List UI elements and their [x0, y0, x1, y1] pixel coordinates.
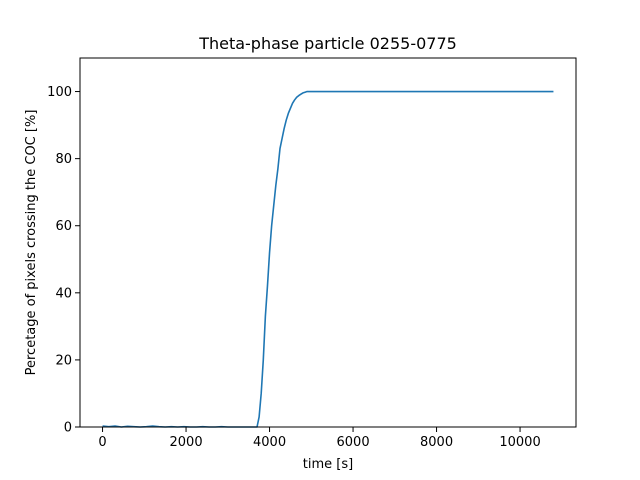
- x-tick-label: 2000: [170, 435, 203, 450]
- y-axis-label: Percetage of pixels crossing the COC [%]: [24, 110, 39, 376]
- y-tick-label: 40: [55, 286, 72, 301]
- x-axis-label: time [s]: [303, 457, 353, 472]
- y-tick-label: 0: [64, 421, 72, 436]
- y-tick-label: 100: [47, 85, 72, 100]
- plot-area: [79, 57, 577, 428]
- x-tick-label: 0: [98, 435, 106, 450]
- axes-frame: [79, 57, 577, 428]
- x-tick-label: 10000: [499, 435, 540, 450]
- chart-title: Theta-phase particle 0255-0775: [198, 34, 457, 53]
- y-tick-label: 20: [55, 353, 72, 368]
- x-tick-label: 6000: [337, 435, 370, 450]
- y-tick-label: 60: [55, 219, 72, 234]
- y-axis-ticks: 0 20 40 60 80 100: [47, 85, 80, 436]
- x-tick-label: 4000: [253, 435, 286, 450]
- y-tick-label: 80: [55, 152, 72, 167]
- x-axis-ticks: 0 2000 4000 6000 8000 10000: [98, 427, 541, 450]
- x-tick-label: 8000: [420, 435, 453, 450]
